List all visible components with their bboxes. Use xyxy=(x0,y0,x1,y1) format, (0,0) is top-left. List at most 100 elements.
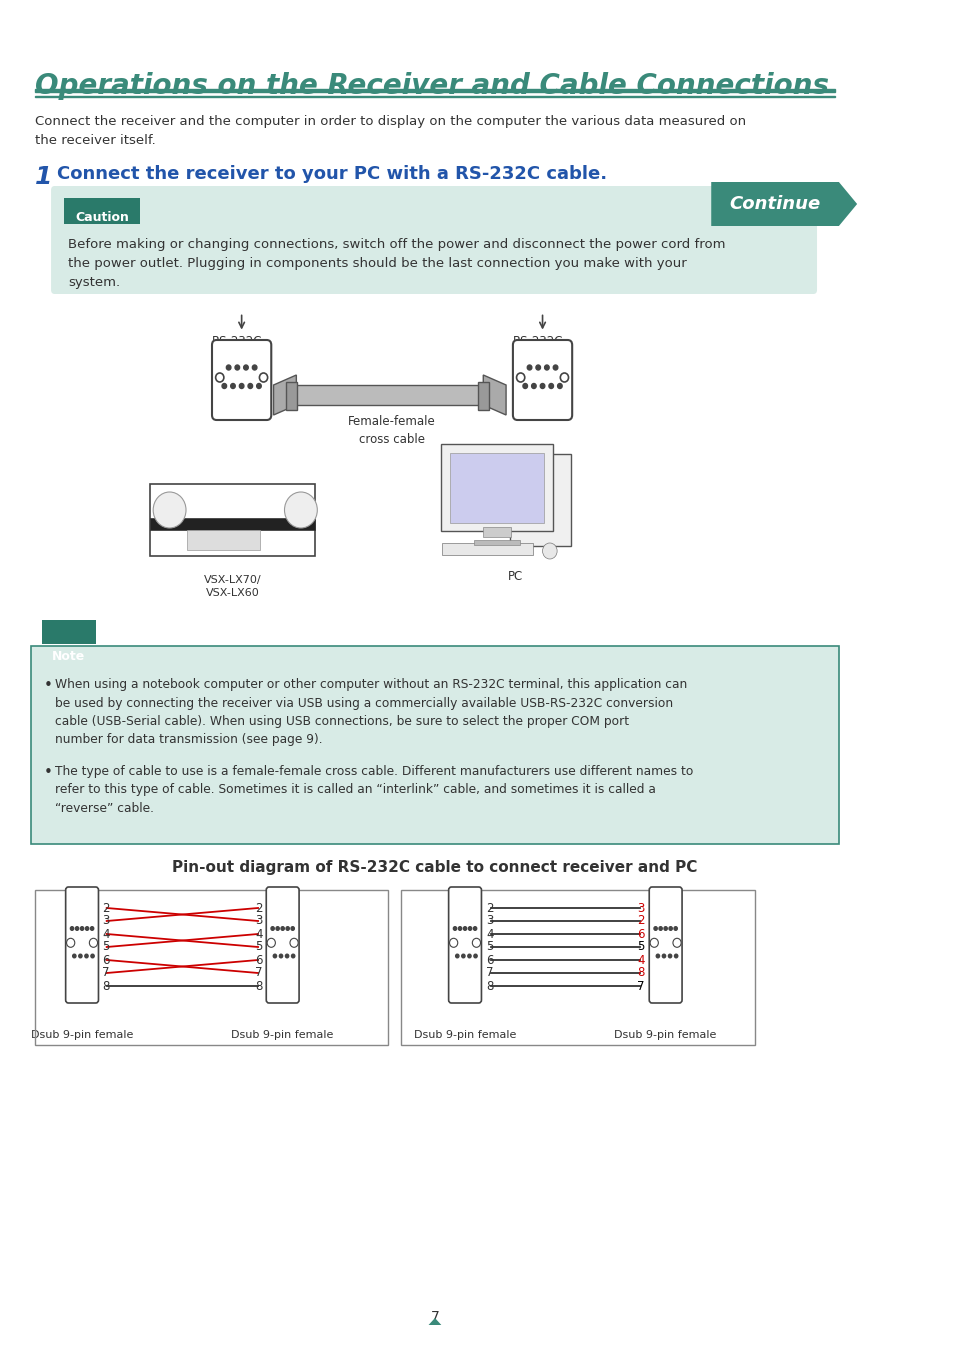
Circle shape xyxy=(222,384,227,389)
Circle shape xyxy=(531,384,536,389)
Bar xyxy=(34,89,835,92)
Circle shape xyxy=(91,926,93,930)
Circle shape xyxy=(553,365,558,370)
Text: 5: 5 xyxy=(102,941,110,953)
Text: RS-232C: RS-232C xyxy=(512,335,562,349)
Bar xyxy=(286,382,297,411)
Circle shape xyxy=(674,954,677,958)
Polygon shape xyxy=(428,1318,441,1324)
Text: Dsub 9-pin female: Dsub 9-pin female xyxy=(614,1030,716,1040)
Circle shape xyxy=(548,384,553,389)
Circle shape xyxy=(284,493,317,528)
Text: 7: 7 xyxy=(430,1310,439,1324)
Circle shape xyxy=(271,926,274,930)
Circle shape xyxy=(273,954,276,958)
FancyBboxPatch shape xyxy=(266,887,299,1003)
Text: 8: 8 xyxy=(637,966,644,980)
Circle shape xyxy=(559,373,568,382)
Circle shape xyxy=(291,926,294,930)
Bar xyxy=(34,890,388,1044)
Circle shape xyxy=(243,365,248,370)
Circle shape xyxy=(286,926,289,930)
Text: 2: 2 xyxy=(637,914,644,927)
Text: Operations on the Receiver and Cable Connections: Operations on the Receiver and Cable Con… xyxy=(34,71,828,100)
Circle shape xyxy=(672,938,680,948)
Circle shape xyxy=(473,926,476,930)
Text: 2: 2 xyxy=(254,902,262,914)
Circle shape xyxy=(85,954,88,958)
Circle shape xyxy=(474,954,476,958)
Text: 5: 5 xyxy=(485,941,493,953)
Circle shape xyxy=(663,926,666,930)
Text: Connect the receiver and the computer in order to display on the computer the va: Connect the receiver and the computer in… xyxy=(34,114,745,147)
Circle shape xyxy=(80,926,84,930)
Text: 7: 7 xyxy=(102,966,110,980)
Circle shape xyxy=(542,542,557,559)
Circle shape xyxy=(253,365,256,370)
FancyBboxPatch shape xyxy=(441,444,552,532)
Text: 3: 3 xyxy=(255,914,262,927)
Circle shape xyxy=(453,926,456,930)
Text: 3: 3 xyxy=(637,902,644,914)
Circle shape xyxy=(472,938,480,948)
Circle shape xyxy=(544,365,549,370)
FancyBboxPatch shape xyxy=(51,186,816,293)
Circle shape xyxy=(516,373,524,382)
Text: VSX-LX70/
VSX-LX60: VSX-LX70/ VSX-LX60 xyxy=(204,575,261,598)
Text: 6: 6 xyxy=(102,953,110,966)
FancyBboxPatch shape xyxy=(150,485,315,556)
FancyBboxPatch shape xyxy=(448,887,481,1003)
Text: 6: 6 xyxy=(254,953,262,966)
Bar xyxy=(34,96,835,97)
Text: PC: PC xyxy=(507,569,522,583)
Circle shape xyxy=(279,954,282,958)
Text: Before making or changing connections, switch off the power and disconnect the p: Before making or changing connections, s… xyxy=(69,238,725,289)
Circle shape xyxy=(661,954,665,958)
Circle shape xyxy=(234,365,239,370)
Text: 1: 1 xyxy=(34,166,52,188)
Bar xyxy=(401,890,754,1044)
Circle shape xyxy=(215,373,224,382)
Text: 4: 4 xyxy=(254,927,262,941)
Circle shape xyxy=(239,384,244,389)
Circle shape xyxy=(536,365,540,370)
Text: Caution: Caution xyxy=(75,211,129,223)
Text: Connect the receiver to your PC with a RS-232C cable.: Connect the receiver to your PC with a R… xyxy=(56,166,606,183)
Bar xyxy=(474,540,519,545)
Text: Dsub 9-pin female: Dsub 9-pin female xyxy=(30,1030,133,1040)
Bar xyxy=(483,528,510,537)
Text: 4: 4 xyxy=(485,927,493,941)
Text: 5: 5 xyxy=(637,941,644,953)
Circle shape xyxy=(79,954,82,958)
Text: Pin-out diagram of RS-232C cable to connect receiver and PC: Pin-out diagram of RS-232C cable to conn… xyxy=(172,860,697,875)
Circle shape xyxy=(290,938,298,948)
Bar xyxy=(442,542,533,555)
Text: 2: 2 xyxy=(485,902,493,914)
Circle shape xyxy=(91,954,94,958)
Circle shape xyxy=(71,926,73,930)
Text: •: • xyxy=(44,678,52,693)
Circle shape xyxy=(153,493,186,528)
Circle shape xyxy=(468,926,471,930)
Circle shape xyxy=(75,926,78,930)
Polygon shape xyxy=(711,182,856,226)
Circle shape xyxy=(461,954,464,958)
Circle shape xyxy=(659,926,661,930)
Text: Female-female
cross cable: Female-female cross cable xyxy=(348,415,436,446)
Text: The type of cable to use is a female-female cross cable. Different manufacturers: The type of cable to use is a female-fem… xyxy=(54,765,693,814)
Text: RS-232C: RS-232C xyxy=(212,335,262,349)
FancyBboxPatch shape xyxy=(649,887,681,1003)
Polygon shape xyxy=(483,376,505,415)
Bar xyxy=(296,385,483,405)
Circle shape xyxy=(674,926,677,930)
Circle shape xyxy=(86,926,89,930)
Text: 4: 4 xyxy=(102,927,110,941)
Text: 6: 6 xyxy=(637,927,644,941)
Circle shape xyxy=(281,926,284,930)
Circle shape xyxy=(539,384,544,389)
Text: Continue: Continue xyxy=(729,195,820,213)
FancyBboxPatch shape xyxy=(513,341,572,420)
Text: 7: 7 xyxy=(254,966,262,980)
Circle shape xyxy=(557,384,561,389)
FancyBboxPatch shape xyxy=(66,887,98,1003)
